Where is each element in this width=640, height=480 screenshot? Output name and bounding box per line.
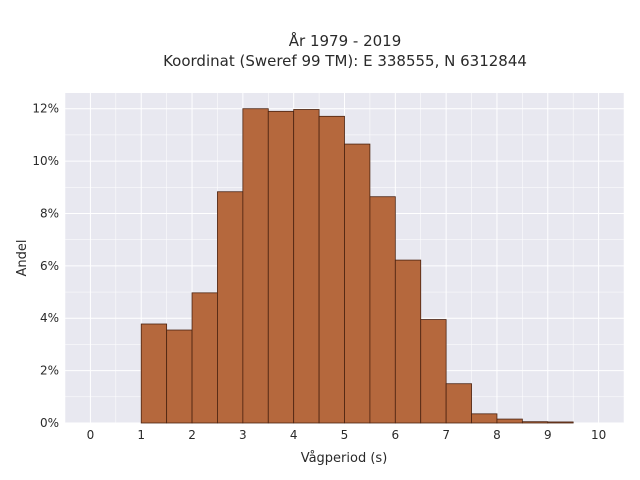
histogram-bar [191,292,218,424]
x-tick-label: 3 [239,428,247,442]
y-axis-label: Andel [15,240,30,277]
x-tick-label: 4 [290,428,298,442]
histogram-bar [420,319,447,424]
x-tick-label: 2 [188,428,196,442]
x-tick-label: 0 [87,428,95,442]
histogram-bar [394,259,422,424]
x-tick-label: 10 [591,428,606,442]
y-tick-label: 2% [40,364,59,378]
histogram-bar [140,323,168,424]
histogram-bar [318,115,345,424]
x-tick-label: 7 [442,428,450,442]
histogram-bar [293,109,320,424]
histogram-bar [521,421,549,424]
y-tick-label: 6% [40,259,59,273]
x-axis-ticks: 0 1 2 3 4 5 6 7 8 9 10 [87,428,607,442]
y-tick-label: 4% [40,311,59,325]
y-tick-label: 12% [32,102,59,116]
histogram-bar [369,196,396,424]
chart-title-line2: Koordinat (Sweref 99 TM): E 338555, N 63… [163,52,527,70]
x-tick-label: 9 [544,428,552,442]
histogram-bar [166,329,193,424]
histogram-bar [471,413,498,424]
chart-title-line1: År 1979 - 2019 [289,31,402,50]
x-tick-label: 1 [137,428,145,442]
y-tick-label: 0% [40,416,59,430]
x-tick-label: 6 [391,428,399,442]
histogram-bar [242,108,269,424]
x-axis-label: Vågperiod (s) [301,451,388,466]
y-tick-label: 10% [32,154,59,168]
x-tick-label: 5 [341,428,349,442]
bars-group [140,108,574,424]
histogram-bar [445,383,472,424]
y-axis-ticks: 0% 2% 4% 6% 8% 10% 12% [32,102,59,430]
x-tick-label: 8 [493,428,501,442]
histogram-bar [217,191,244,424]
histogram-bar [547,421,574,424]
histogram-bar [344,143,371,424]
y-tick-label: 8% [40,206,59,220]
histogram-bar [496,418,523,424]
histogram-bar [267,110,295,424]
